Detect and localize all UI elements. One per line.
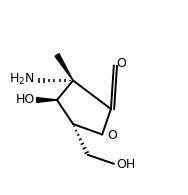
Text: OH: OH <box>116 158 135 171</box>
Text: H$_2$N: H$_2$N <box>9 72 34 87</box>
Polygon shape <box>55 54 73 81</box>
Text: HO: HO <box>16 93 35 106</box>
Polygon shape <box>37 98 57 102</box>
Text: O: O <box>107 129 117 142</box>
Text: O: O <box>116 57 126 70</box>
